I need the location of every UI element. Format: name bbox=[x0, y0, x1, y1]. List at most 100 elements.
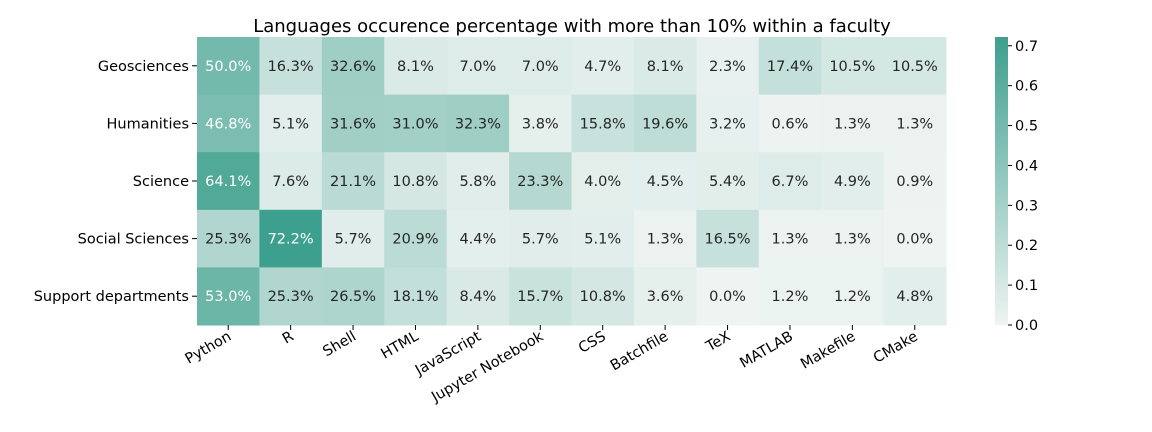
heatmap-cell bbox=[696, 209, 760, 268]
colorbar: 0.0 0.1 0.2 0.3 0.4 0.5 0.6 0.7 bbox=[995, 37, 1038, 334]
heatmap-cell bbox=[883, 152, 947, 211]
colorbar-tick-label: 0.2 bbox=[1015, 238, 1038, 254]
heatmap-cell bbox=[384, 209, 448, 268]
cell-value-label: 6.7% bbox=[772, 174, 809, 190]
cell-value-label: 64.1% bbox=[205, 174, 251, 190]
heatmap-cell bbox=[259, 152, 323, 211]
heatmap-cell bbox=[197, 37, 260, 96]
heatmap-cell bbox=[259, 209, 323, 268]
column-label: Batchfile bbox=[608, 329, 671, 375]
cell-value-label: 17.4% bbox=[767, 59, 813, 75]
cell-value-label: 5.7% bbox=[522, 232, 559, 248]
colorbar-tick-label: 0.6 bbox=[1015, 79, 1038, 95]
heatmap-cell bbox=[321, 37, 385, 96]
row-label: Social Sciences bbox=[78, 232, 189, 248]
heatmap-cell bbox=[197, 209, 260, 268]
heatmap-cell bbox=[758, 209, 822, 268]
cell-value-label: 4.7% bbox=[584, 59, 621, 75]
cell-value-label: 1.3% bbox=[896, 116, 933, 132]
cell-value-label: 15.8% bbox=[580, 116, 626, 132]
column-label: MATLAB bbox=[737, 329, 796, 372]
cell-value-label: 4.5% bbox=[647, 174, 684, 190]
cell-value-label: 25.3% bbox=[268, 289, 314, 305]
cell-value-label: 50.0% bbox=[205, 59, 251, 75]
column-label: Python bbox=[183, 329, 235, 368]
heatmap-cell bbox=[509, 152, 572, 211]
column-label: R bbox=[280, 329, 297, 348]
heatmap-cell bbox=[321, 267, 385, 326]
cell-value-label: 7.0% bbox=[522, 59, 559, 75]
heatmap-cell bbox=[696, 267, 760, 326]
heatmap-cell bbox=[197, 94, 260, 153]
cell-value-label: 16.5% bbox=[705, 232, 751, 248]
cell-value-label: 19.6% bbox=[642, 116, 688, 132]
heatmap-cell bbox=[758, 267, 822, 326]
heatmap-cell bbox=[259, 267, 323, 326]
heatmap-cell bbox=[259, 37, 323, 96]
heatmap-cell bbox=[259, 94, 323, 153]
cell-value-label: 10.8% bbox=[580, 289, 626, 305]
heatmap-cell bbox=[446, 94, 510, 153]
heatmap-cell bbox=[696, 37, 760, 96]
colorbar-tick-label: 0.0 bbox=[1015, 318, 1038, 334]
cell-value-label: 3.6% bbox=[647, 289, 684, 305]
heatmap-cell bbox=[633, 37, 697, 96]
heatmap-cell bbox=[633, 209, 697, 268]
heatmap-cell bbox=[321, 209, 385, 268]
cell-value-label: 7.6% bbox=[272, 174, 309, 190]
heatmap-cell bbox=[696, 94, 760, 153]
heatmap-cell bbox=[821, 94, 885, 153]
colorbar-tick-label: 0.1 bbox=[1015, 278, 1038, 294]
cell-value-label: 1.3% bbox=[647, 232, 684, 248]
heatmap-cell bbox=[821, 209, 885, 268]
cell-value-label: 3.2% bbox=[709, 116, 746, 132]
heatmap-cell bbox=[321, 152, 385, 211]
heatmap-cell bbox=[509, 94, 572, 153]
row-label: Science bbox=[133, 174, 189, 190]
cell-value-label: 16.3% bbox=[268, 59, 314, 75]
heatmap-cell bbox=[509, 267, 572, 326]
column-label: CSS bbox=[576, 329, 609, 357]
cell-value-label: 7.0% bbox=[459, 59, 496, 75]
row-label: Humanities bbox=[106, 116, 189, 132]
column-label: Jupyter Notebook bbox=[428, 328, 547, 406]
cell-value-label: 1.3% bbox=[834, 232, 871, 248]
cell-value-label: 21.1% bbox=[330, 174, 376, 190]
cell-value-label: 72.2% bbox=[268, 232, 314, 248]
cell-value-label: 0.0% bbox=[709, 289, 746, 305]
cell-value-label: 8.1% bbox=[397, 59, 434, 75]
column-label: TeX bbox=[703, 329, 734, 356]
heatmap-cells: 50.0% 16.3% 32.6% 8.1% 7.0% 7.0% 4.7% 8.1% 2.3% 1… bbox=[197, 37, 947, 326]
colorbar-tick-label: 0.7 bbox=[1015, 39, 1038, 55]
cell-value-label: 26.5% bbox=[330, 289, 376, 305]
colorbar-gradient bbox=[995, 37, 1008, 325]
cell-value-label: 0.9% bbox=[896, 174, 933, 190]
cell-value-label: 1.2% bbox=[834, 289, 871, 305]
cell-value-label: 20.9% bbox=[392, 232, 438, 248]
cell-value-label: 2.3% bbox=[709, 59, 746, 75]
cell-value-label: 1.3% bbox=[772, 232, 809, 248]
heatmap-cell bbox=[633, 152, 697, 211]
heatmap-cell bbox=[821, 267, 885, 326]
heatmap-cell bbox=[384, 94, 448, 153]
cell-value-label: 15.7% bbox=[517, 289, 563, 305]
cell-value-label: 32.6% bbox=[330, 59, 376, 75]
cell-value-label: 5.4% bbox=[709, 174, 746, 190]
heatmap-cell bbox=[384, 267, 448, 326]
heatmap-cell bbox=[883, 267, 947, 326]
heatmap-cell bbox=[758, 152, 822, 211]
heatmap-cell bbox=[821, 152, 885, 211]
cell-value-label: 3.8% bbox=[522, 116, 559, 132]
heatmap-cell bbox=[821, 37, 885, 96]
cell-value-label: 4.8% bbox=[896, 289, 933, 305]
heatmap-cell bbox=[321, 94, 385, 153]
cell-value-label: 53.0% bbox=[205, 289, 251, 305]
cell-value-label: 31.6% bbox=[330, 116, 376, 132]
cell-value-label: 5.8% bbox=[459, 174, 496, 190]
heatmap-cell bbox=[571, 209, 635, 268]
cell-value-label: 8.1% bbox=[647, 59, 684, 75]
column-label: Makefile bbox=[798, 329, 858, 373]
heatmap-cell bbox=[571, 37, 635, 96]
cell-value-label: 1.3% bbox=[834, 116, 871, 132]
